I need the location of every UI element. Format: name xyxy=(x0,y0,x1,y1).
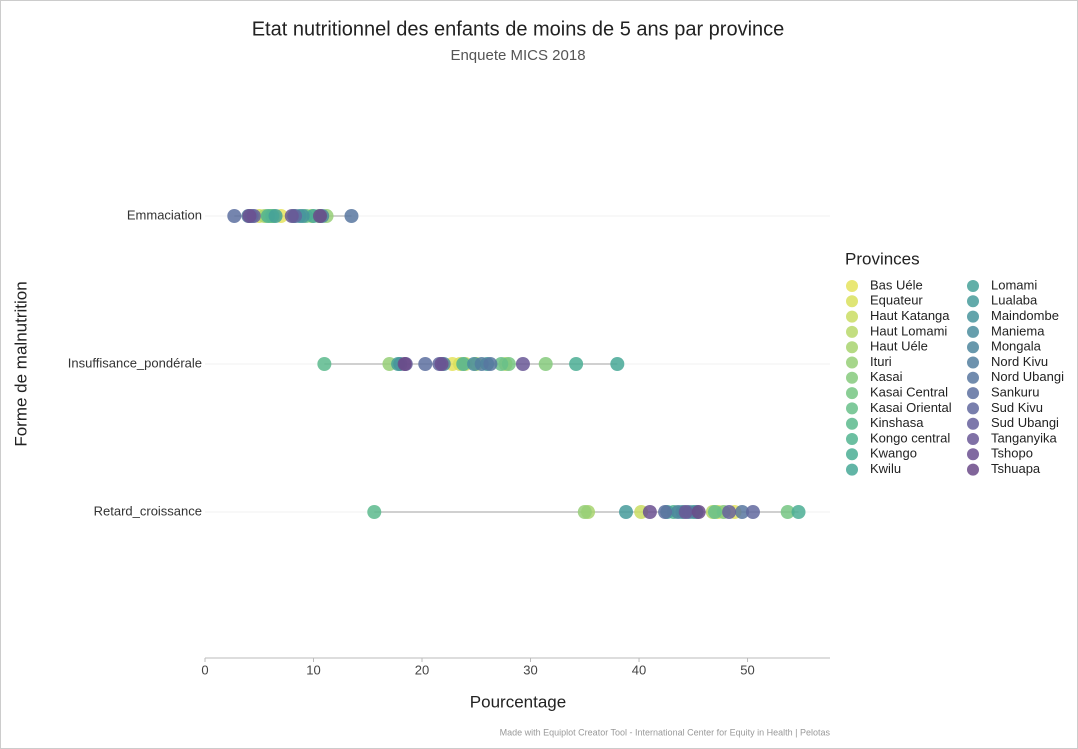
legend-label: Kasai Central xyxy=(870,385,948,400)
legend-label: Sud Kivu xyxy=(991,400,1043,415)
dot xyxy=(494,357,509,371)
legend-swatch xyxy=(846,433,858,445)
y-tick-label: Insuffisance_pondérale xyxy=(68,355,202,370)
dot xyxy=(456,357,471,371)
legend-label: Maindombe xyxy=(991,308,1059,323)
legend-label: Sankuru xyxy=(991,385,1039,400)
legend-swatch xyxy=(967,325,979,338)
legend-swatch xyxy=(846,448,858,461)
legend-label: Equateur xyxy=(870,293,923,308)
legend-swatch xyxy=(846,463,858,476)
legend-swatch xyxy=(967,310,979,323)
legend-label: Kwango xyxy=(870,446,917,461)
legend-label: Kinshasa xyxy=(870,415,924,430)
legend-swatch xyxy=(846,356,858,369)
dot xyxy=(227,209,242,223)
dot xyxy=(619,505,634,519)
legend-swatch xyxy=(967,295,979,308)
dot xyxy=(483,357,498,371)
dot xyxy=(313,209,328,223)
dot xyxy=(434,357,449,371)
dot xyxy=(791,505,806,519)
dot xyxy=(577,505,592,519)
legend-swatch xyxy=(967,448,979,461)
legend-label: Bas Uéle xyxy=(870,277,923,292)
legend-swatch xyxy=(967,341,979,354)
legend-swatch xyxy=(967,356,979,369)
x-tick-label: 40 xyxy=(632,662,646,677)
legend-swatch xyxy=(846,341,858,354)
dot xyxy=(678,505,693,519)
legend-swatch xyxy=(967,280,979,292)
legend-swatch xyxy=(967,387,979,400)
legend-label: Kasai Oriental xyxy=(870,400,952,415)
dot xyxy=(344,209,359,223)
legend-label: Tshopo xyxy=(991,446,1033,461)
legend-label: Haut Katanga xyxy=(870,308,950,323)
dot xyxy=(418,357,433,371)
dot xyxy=(367,505,382,519)
dot xyxy=(397,357,412,371)
x-tick-label: 50 xyxy=(740,662,754,677)
legend-label: Lualaba xyxy=(991,293,1038,308)
dot xyxy=(722,505,737,519)
legend-swatch xyxy=(846,371,858,384)
legend-title: Provinces xyxy=(845,249,920,268)
dot xyxy=(538,357,553,371)
legend-label: Kwilu xyxy=(870,461,901,476)
dot xyxy=(610,357,625,371)
legend-swatch xyxy=(967,463,979,476)
dot xyxy=(658,505,673,519)
legend-label: Tshuapa xyxy=(991,461,1041,476)
dot xyxy=(780,505,795,519)
dot xyxy=(745,505,760,519)
legend-label: Tanganyika xyxy=(991,430,1058,445)
legend-label: Haut Uéle xyxy=(870,339,928,354)
legend-swatch xyxy=(846,325,858,338)
dot xyxy=(515,357,530,371)
legend-swatch xyxy=(846,417,858,430)
legend-swatch xyxy=(967,371,979,384)
dot xyxy=(242,209,257,223)
legend-label: Nord Ubangi xyxy=(991,369,1064,384)
legend-label: Nord Kivu xyxy=(991,354,1048,369)
x-tick-label: 30 xyxy=(523,662,537,677)
legend-label: Kongo central xyxy=(870,430,950,445)
x-tick-label: 10 xyxy=(306,662,320,677)
dot xyxy=(691,505,706,519)
legend-swatch xyxy=(967,417,979,430)
y-axis-label: Forme de malnutrition xyxy=(11,281,30,446)
chart-subtitle: Enquete MICS 2018 xyxy=(450,47,585,64)
dot xyxy=(642,505,657,519)
legend-swatch xyxy=(846,280,858,292)
legend-label: Maniema xyxy=(991,323,1045,338)
chart-title: Etat nutritionnel des enfants de moins d… xyxy=(252,18,785,40)
legend-swatch xyxy=(846,387,858,400)
legend-label: Sud Ubangi xyxy=(991,415,1059,430)
legend-swatch xyxy=(967,433,979,445)
x-tick-label: 20 xyxy=(415,662,429,677)
x-axis-label: Pourcentage xyxy=(470,692,566,711)
x-tick-label: 0 xyxy=(201,662,208,677)
legend-swatch xyxy=(846,310,858,323)
legend-label: Kasai xyxy=(870,369,903,384)
dot xyxy=(707,505,722,519)
y-tick-label: Retard_croissance xyxy=(94,503,202,518)
caption: Made with Equiplot Creator Tool - Intern… xyxy=(500,727,831,737)
legend-label: Mongala xyxy=(991,339,1042,354)
dot xyxy=(317,357,332,371)
legend-label: Haut Lomami xyxy=(870,323,947,338)
legend-swatch xyxy=(846,295,858,308)
dot xyxy=(735,505,750,519)
dot xyxy=(569,357,584,371)
legend-label: Ituri xyxy=(870,354,892,369)
legend-swatch xyxy=(967,402,979,415)
legend-swatch xyxy=(846,402,858,415)
legend-label: Lomami xyxy=(991,277,1037,292)
dot xyxy=(284,209,299,223)
y-tick-label: Emmaciation xyxy=(127,207,202,222)
dot xyxy=(268,209,283,223)
